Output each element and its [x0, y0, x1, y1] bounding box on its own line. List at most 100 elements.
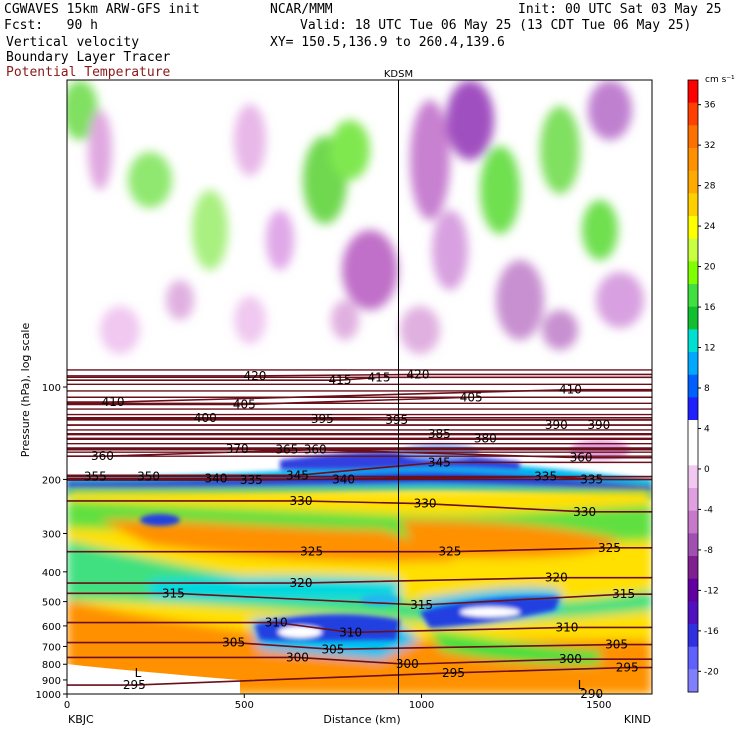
theta-label: 310: [265, 616, 288, 630]
theta-label: 390: [587, 418, 610, 432]
theta-label: 305: [321, 642, 344, 656]
colorbar-label: 36: [704, 101, 716, 111]
theta-contour-305: [67, 641, 652, 651]
theta-label: 315: [162, 586, 185, 600]
theta-label: 345: [286, 468, 309, 482]
colorbar-swatch: [688, 352, 698, 376]
theta-label: 350: [137, 470, 160, 484]
theta-label: 295: [123, 678, 146, 692]
low-marker: L: [578, 678, 585, 692]
theta-contours: [67, 369, 652, 686]
low-marker: L: [135, 666, 142, 680]
theta-contour-310: [67, 621, 652, 634]
theta-labels: 420 415 415 420 410 405 405 410 400 395 395 385 380 3…: [84, 367, 639, 701]
y-tick-label: 600: [42, 622, 61, 633]
cross-section-coords: XY= 150.5,136.9 to 260.4,139.6: [270, 35, 505, 50]
theta-label: 340: [204, 472, 227, 486]
y-tick-label: 700: [42, 642, 61, 653]
y-tick-label: 500: [42, 598, 61, 609]
theta-label: 410: [559, 383, 582, 397]
theta-label: 345: [428, 455, 451, 469]
x-tick-label: 0: [64, 700, 70, 711]
theta-label: 360: [91, 449, 114, 463]
theta-label: 360: [570, 451, 593, 465]
y-axis: 100 200 300 400 500 600 700 800 900 1000: [36, 383, 67, 701]
theta-label: 390: [545, 418, 568, 432]
theta-label: 370: [226, 442, 249, 456]
field-potential-temperature: Potential Temperature: [6, 65, 171, 80]
colorbar-label: -4: [704, 505, 713, 515]
colorbar-label: 24: [704, 222, 716, 232]
theta-label: 300: [396, 657, 419, 671]
theta-label: 330: [414, 497, 437, 511]
y-tick-label: 200: [42, 475, 61, 486]
theta-label: 300: [559, 652, 582, 666]
colorbar-label: 4: [704, 424, 710, 434]
org-title: NCAR/MMM: [270, 2, 333, 17]
theta-contour-340: [67, 477, 652, 481]
theta-label: 415: [329, 373, 352, 387]
theta-label: 335: [240, 473, 263, 487]
x-tick-label: 500: [235, 700, 254, 711]
colorbar-swatch: [688, 669, 698, 693]
model-title: CGWAVES 15km ARW-GFS init: [4, 2, 200, 17]
theta-contour-330: [67, 500, 652, 513]
theta-label: 325: [438, 545, 461, 559]
y-axis-label: Pressure (hPa), log scale: [19, 323, 32, 458]
forecast-hour: Fcst: 90 h: [4, 18, 98, 33]
colorbar-swatch: [688, 510, 698, 534]
theta-label: 325: [598, 541, 621, 555]
colorbar-frame: [687, 79, 699, 693]
colorbar-swatch: [688, 646, 698, 670]
colorbar-swatch: [688, 80, 698, 104]
colorbar-swatch: [688, 556, 698, 580]
colorbar-unit: cm s⁻¹: [705, 75, 735, 85]
velocity-shading: [67, 80, 652, 694]
colorbar-swatch: [688, 601, 698, 625]
theta-contour-295: [67, 666, 652, 686]
colorbar-swatch: [688, 148, 698, 172]
colorbar-label: 32: [704, 141, 715, 151]
theta-label: 415: [368, 370, 391, 384]
theta-contour-325: [67, 546, 652, 553]
theta-label: 420: [407, 367, 430, 381]
right-station-label: KIND: [624, 713, 651, 726]
colorbar-swatch: [688, 420, 698, 444]
left-station-label: KBJC: [68, 713, 94, 726]
valid-time: Valid: 18 UTC Tue 06 May 25 (13 CDT Tue …: [300, 18, 692, 33]
theta-label: 400: [194, 411, 217, 425]
field-vertical-velocity: Vertical velocity: [6, 35, 140, 50]
colorbar-swatch: [688, 442, 698, 466]
theta-contour-320: [67, 576, 652, 584]
theta-contour-300: [67, 656, 652, 666]
theta-label: 325: [300, 545, 323, 559]
theta-label: 295: [616, 661, 639, 675]
theta-label: 305: [222, 636, 245, 650]
theta-label: 405: [233, 397, 256, 411]
colorbar-label: 16: [704, 303, 716, 313]
theta-contour-410: [67, 388, 652, 403]
y-tick-label: 900: [42, 676, 61, 687]
theta-label: 315: [612, 587, 635, 601]
colorbar-label: -8: [704, 546, 713, 556]
colorbar-swatch: [688, 306, 698, 330]
theta-contour-420: [67, 373, 652, 377]
colorbar-swatch: [688, 578, 698, 602]
theta-contour-345: [67, 461, 652, 477]
theta-label: 310: [339, 625, 362, 639]
colorbar-swatch: [688, 216, 698, 240]
theta-label: 330: [290, 494, 313, 508]
colorbar-swatch: [688, 170, 698, 194]
y-tick-label: 300: [42, 529, 61, 540]
colorbar-swatch: [688, 261, 698, 285]
theta-label: 395: [311, 412, 334, 426]
theta-label: 360: [304, 443, 327, 457]
y-tick-label: 1000: [36, 690, 61, 701]
theta-label: 365: [275, 443, 298, 457]
theta-label: 420: [243, 369, 266, 383]
colorbar-swatch: [688, 624, 698, 648]
theta-label: 320: [290, 576, 313, 590]
x-tick-label: 1500: [586, 700, 611, 711]
theta-label: 305: [605, 638, 628, 652]
